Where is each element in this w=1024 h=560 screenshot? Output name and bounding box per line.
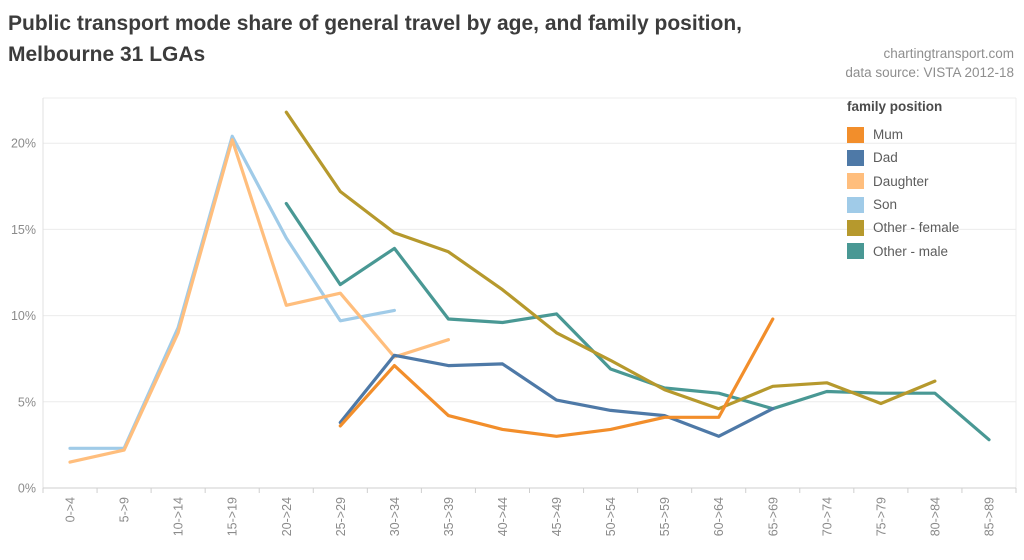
x-axis-label: 80->84 bbox=[928, 497, 942, 536]
legend-item[interactable]: Son bbox=[847, 193, 959, 216]
legend-item[interactable]: Other - female bbox=[847, 216, 959, 239]
x-axis-label: 35->39 bbox=[442, 497, 456, 536]
legend-title: family position bbox=[847, 99, 943, 114]
legend-item-label: Son bbox=[873, 197, 898, 213]
legend-item[interactable]: Other - male bbox=[847, 239, 959, 262]
legend-item-label: Other - female bbox=[873, 220, 960, 236]
y-axis-label: 10% bbox=[11, 309, 36, 323]
attribution-site: chartingtransport.com bbox=[883, 46, 1014, 61]
legend-swatch bbox=[847, 243, 864, 260]
x-axis-label: 85->89 bbox=[982, 497, 996, 536]
x-axis-label: 75->79 bbox=[874, 497, 888, 536]
page-title: Public transport mode share of general t… bbox=[8, 8, 868, 70]
legend-swatch bbox=[847, 173, 864, 190]
y-axis-label: 15% bbox=[11, 223, 36, 237]
series-line-daughter[interactable] bbox=[68, 138, 450, 464]
x-axis-label: 20->24 bbox=[280, 497, 294, 536]
legend-item[interactable]: Dad bbox=[847, 146, 959, 169]
series-line-other-female[interactable] bbox=[284, 110, 937, 411]
y-axis-label: 5% bbox=[18, 395, 36, 409]
attribution-source: data source: VISTA 2012-18 bbox=[845, 65, 1014, 80]
x-axis-label: 45->49 bbox=[550, 497, 564, 536]
legend-item[interactable]: Mum bbox=[847, 123, 959, 146]
attribution: chartingtransport.com data source: VISTA… bbox=[845, 44, 1014, 82]
legend-item-label: Other - male bbox=[873, 243, 949, 259]
legend-item-label: Dad bbox=[873, 150, 898, 166]
legend-swatch bbox=[847, 149, 864, 166]
legend-swatch bbox=[847, 219, 864, 236]
legend: family position Mum Dad Daughter Son Other -… bbox=[847, 99, 959, 263]
title-line-2: Melbourne 31 LGAs bbox=[8, 43, 206, 66]
legend-item-label: Mum bbox=[873, 127, 903, 143]
x-axis-label: 30->34 bbox=[388, 497, 402, 536]
legend-swatch bbox=[847, 196, 864, 213]
x-axis-label: 5->9 bbox=[118, 497, 132, 522]
series-line-mum[interactable] bbox=[338, 317, 775, 438]
series-line-other-male[interactable] bbox=[284, 201, 991, 442]
x-axis-label: 40->44 bbox=[496, 497, 510, 536]
x-axis-label: 25->29 bbox=[334, 497, 348, 536]
legend-item[interactable]: Daughter bbox=[847, 170, 959, 193]
legend-swatch bbox=[847, 126, 864, 143]
x-axis-label: 15->19 bbox=[226, 497, 240, 536]
y-axis-label: 0% bbox=[18, 482, 36, 496]
y-axis-label: 20% bbox=[11, 137, 36, 151]
legend-items: Mum Dad Daughter Son Other - female Other - m… bbox=[847, 123, 959, 263]
x-axis-label: 70->74 bbox=[820, 497, 834, 536]
x-axis-label: 0->4 bbox=[64, 497, 78, 522]
series-line-dad[interactable] bbox=[338, 353, 775, 438]
x-axis-label: 10->14 bbox=[172, 497, 186, 536]
x-axis-label: 50->54 bbox=[604, 497, 618, 536]
x-axis-label: 65->69 bbox=[766, 497, 780, 536]
legend-item-label: Daughter bbox=[873, 173, 929, 189]
title-line-1: Public transport mode share of general t… bbox=[8, 12, 743, 35]
x-axis-label: 60->64 bbox=[712, 497, 726, 536]
x-axis-label: 55->59 bbox=[658, 497, 672, 536]
